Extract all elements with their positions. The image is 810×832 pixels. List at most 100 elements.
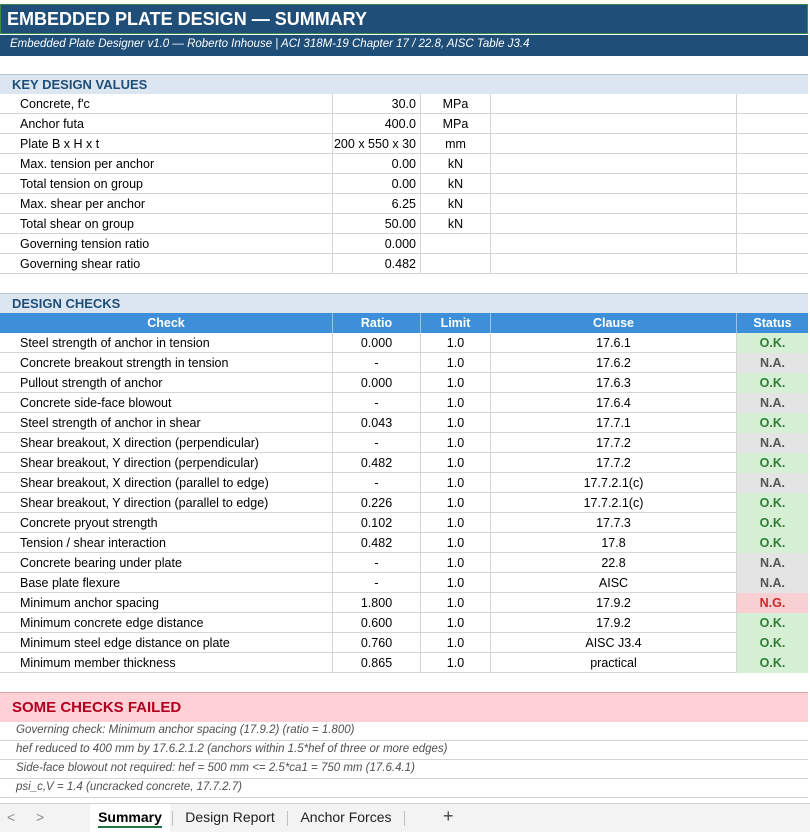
- check-limit-cell[interactable]: 1.0: [420, 473, 490, 493]
- status-badge[interactable]: N.A.: [736, 473, 808, 493]
- tab-design-report[interactable]: Design Report: [176, 804, 284, 832]
- check-limit-cell[interactable]: 1.0: [420, 613, 490, 633]
- check-ratio-cell[interactable]: -: [332, 473, 420, 493]
- empty-cell[interactable]: [490, 214, 736, 234]
- status-badge[interactable]: O.K.: [736, 613, 808, 633]
- check-clause-cell[interactable]: 17.7.3: [490, 513, 736, 533]
- key-label-cell[interactable]: Max. tension per anchor: [20, 157, 155, 171]
- check-clause-cell[interactable]: 17.6.4: [490, 393, 736, 413]
- note-row[interactable]: hef reduced to 400 mm by 17.6.2.1.2 (anc…: [0, 741, 808, 760]
- key-value-cell[interactable]: 0.00: [332, 174, 420, 194]
- key-value-cell[interactable]: 0.482: [332, 254, 420, 274]
- status-badge[interactable]: O.K.: [736, 513, 808, 533]
- check-limit-cell[interactable]: 1.0: [420, 553, 490, 573]
- status-badge[interactable]: O.K.: [736, 633, 808, 653]
- empty-cell[interactable]: [490, 194, 736, 214]
- key-values-heading-cell[interactable]: KEY DESIGN VALUES: [0, 74, 808, 94]
- check-name-cell[interactable]: Shear breakout, X direction (perpendicul…: [20, 436, 260, 450]
- check-name-cell[interactable]: Base plate flexure: [20, 576, 121, 590]
- check-clause-cell[interactable]: AISC: [490, 573, 736, 593]
- check-name-cell[interactable]: Shear breakout, X direction (parallel to…: [20, 476, 269, 490]
- check-clause-cell[interactable]: practical: [490, 653, 736, 673]
- check-limit-cell[interactable]: 1.0: [420, 353, 490, 373]
- prev-sheet-icon[interactable]: <: [7, 809, 16, 825]
- key-value-cell[interactable]: 30.0: [332, 94, 420, 114]
- status-badge[interactable]: N.A.: [736, 553, 808, 573]
- add-sheet-icon[interactable]: +: [443, 806, 454, 826]
- check-limit-cell[interactable]: 1.0: [420, 373, 490, 393]
- check-name-cell[interactable]: Minimum steel edge distance on plate: [20, 636, 230, 650]
- empty-cell[interactable]: [736, 174, 808, 194]
- check-clause-cell[interactable]: 17.7.2: [490, 453, 736, 473]
- empty-cell[interactable]: [736, 194, 808, 214]
- check-limit-cell[interactable]: 1.0: [420, 573, 490, 593]
- check-ratio-cell[interactable]: 0.043: [332, 413, 420, 433]
- key-value-cell[interactable]: 50.00: [332, 214, 420, 234]
- check-clause-cell[interactable]: 17.6.3: [490, 373, 736, 393]
- check-limit-cell[interactable]: 1.0: [420, 333, 490, 353]
- col-header-clause[interactable]: Clause: [490, 313, 736, 333]
- empty-cell[interactable]: [490, 254, 736, 274]
- key-unit-cell[interactable]: MPa: [420, 94, 490, 114]
- check-clause-cell[interactable]: 17.9.2: [490, 593, 736, 613]
- key-unit-cell[interactable]: [420, 234, 490, 254]
- empty-cell[interactable]: [736, 154, 808, 174]
- check-clause-cell[interactable]: 17.7.2.1(c): [490, 493, 736, 513]
- status-badge[interactable]: O.K.: [736, 333, 808, 353]
- check-clause-cell[interactable]: 22.8: [490, 553, 736, 573]
- tab-summary[interactable]: Summary: [90, 804, 170, 832]
- status-badge[interactable]: N.A.: [736, 573, 808, 593]
- empty-cell[interactable]: [736, 214, 808, 234]
- check-ratio-cell[interactable]: 0.000: [332, 373, 420, 393]
- status-badge[interactable]: O.K.: [736, 493, 808, 513]
- subtitle-cell[interactable]: Embedded Plate Designer v1.0 — Roberto I…: [0, 35, 808, 56]
- empty-cell[interactable]: [490, 234, 736, 254]
- empty-cell[interactable]: [490, 174, 736, 194]
- check-ratio-cell[interactable]: 1.800: [332, 593, 420, 613]
- status-badge[interactable]: O.K.: [736, 533, 808, 553]
- note-row[interactable]: psi_c,V = 1.4 (uncracked concrete, 17.7.…: [0, 779, 808, 798]
- empty-cell[interactable]: [490, 94, 736, 114]
- key-label-cell[interactable]: Governing tension ratio: [20, 237, 150, 251]
- title-cell[interactable]: EMBEDDED PLATE DESIGN — SUMMARY: [0, 4, 808, 34]
- check-name-cell[interactable]: Shear breakout, Y direction (perpendicul…: [20, 456, 259, 470]
- empty-cell[interactable]: [490, 114, 736, 134]
- empty-cell[interactable]: [736, 114, 808, 134]
- design-checks-heading-cell[interactable]: DESIGN CHECKS: [0, 293, 808, 313]
- check-clause-cell[interactable]: 17.7.2: [490, 433, 736, 453]
- key-unit-cell[interactable]: kN: [420, 214, 490, 234]
- check-name-cell[interactable]: Minimum anchor spacing: [20, 596, 159, 610]
- col-header-limit[interactable]: Limit: [420, 313, 490, 333]
- key-value-cell[interactable]: 400.0: [332, 114, 420, 134]
- check-ratio-cell[interactable]: 0.482: [332, 453, 420, 473]
- check-clause-cell[interactable]: 17.6.2: [490, 353, 736, 373]
- key-unit-cell[interactable]: mm: [420, 134, 490, 154]
- check-clause-cell[interactable]: 17.9.2: [490, 613, 736, 633]
- check-clause-cell[interactable]: 17.7.1: [490, 413, 736, 433]
- check-name-cell[interactable]: Concrete pryout strength: [20, 516, 158, 530]
- check-name-cell[interactable]: Minimum concrete edge distance: [20, 616, 204, 630]
- check-name-cell[interactable]: Steel strength of anchor in shear: [20, 416, 201, 430]
- col-header-ratio[interactable]: Ratio: [332, 313, 420, 333]
- status-badge[interactable]: N.A.: [736, 433, 808, 453]
- key-label-cell[interactable]: Concrete, f'c: [20, 97, 90, 111]
- col-header-status[interactable]: Status: [736, 313, 808, 333]
- check-ratio-cell[interactable]: -: [332, 433, 420, 453]
- check-name-cell[interactable]: Concrete breakout strength in tension: [20, 356, 229, 370]
- key-unit-cell[interactable]: kN: [420, 154, 490, 174]
- status-badge[interactable]: N.G.: [736, 593, 808, 613]
- check-limit-cell[interactable]: 1.0: [420, 493, 490, 513]
- check-limit-cell[interactable]: 1.0: [420, 513, 490, 533]
- status-badge[interactable]: O.K.: [736, 653, 808, 673]
- check-name-cell[interactable]: Tension / shear interaction: [20, 536, 166, 550]
- empty-cell[interactable]: [490, 134, 736, 154]
- key-unit-cell[interactable]: kN: [420, 174, 490, 194]
- key-label-cell[interactable]: Total shear on group: [20, 217, 134, 231]
- col-header-check[interactable]: Check: [147, 316, 185, 330]
- result-banner-cell[interactable]: SOME CHECKS FAILED: [0, 692, 808, 722]
- status-badge[interactable]: O.K.: [736, 373, 808, 393]
- key-label-cell[interactable]: Anchor futa: [20, 117, 84, 131]
- empty-cell[interactable]: [490, 154, 736, 174]
- key-unit-cell[interactable]: [420, 254, 490, 274]
- check-limit-cell[interactable]: 1.0: [420, 633, 490, 653]
